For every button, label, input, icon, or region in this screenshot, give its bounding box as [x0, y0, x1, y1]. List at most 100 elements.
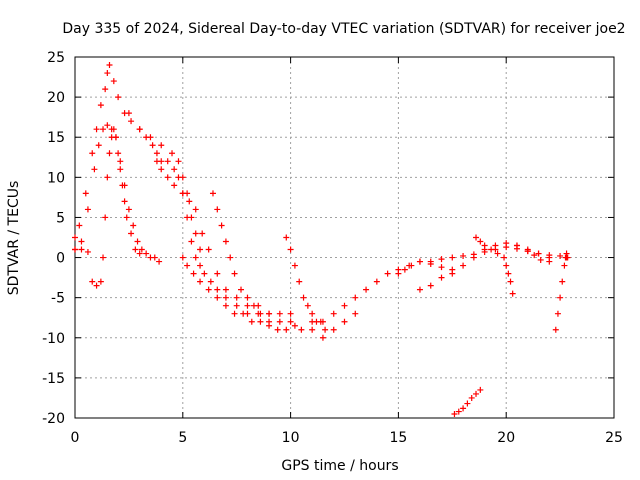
- data-point: [341, 318, 348, 325]
- data-point: [169, 150, 176, 157]
- data-point: [477, 238, 484, 245]
- data-point: [93, 282, 100, 289]
- data-point: [151, 254, 158, 261]
- data-point: [509, 290, 516, 297]
- series-arc2: [72, 122, 163, 265]
- data-point: [427, 260, 434, 267]
- data-point: [72, 234, 78, 241]
- data-point: [110, 78, 117, 85]
- data-point: [352, 310, 359, 317]
- data-point: [416, 258, 423, 265]
- data-point: [309, 310, 316, 317]
- series-arc6: [179, 254, 298, 333]
- data-point: [233, 294, 240, 301]
- data-point: [104, 70, 111, 77]
- chart-title: Day 335 of 2024, Sidereal Day-to-day VTE…: [62, 21, 625, 37]
- series-arc10: [395, 258, 456, 277]
- data-point: [222, 286, 229, 293]
- data-point: [373, 278, 380, 285]
- series-arc1: [72, 62, 359, 341]
- data-point: [401, 266, 408, 273]
- data-point: [104, 174, 111, 181]
- data-point: [503, 240, 510, 247]
- data-point: [123, 214, 130, 221]
- data-point: [322, 326, 329, 333]
- data-point: [192, 206, 199, 213]
- series-arc15: [513, 242, 553, 265]
- data-point: [464, 400, 471, 407]
- data-point: [416, 286, 423, 293]
- data-point: [91, 166, 98, 173]
- data-point: [93, 126, 100, 133]
- x-tick-label: 0: [71, 430, 80, 446]
- data-point: [164, 158, 171, 165]
- data-point: [537, 256, 544, 263]
- data-point: [287, 246, 294, 253]
- data-point: [171, 166, 178, 173]
- data-point: [330, 310, 337, 317]
- data-point: [102, 214, 109, 221]
- data-point: [535, 250, 542, 257]
- data-point: [136, 250, 143, 257]
- data-point: [408, 262, 415, 269]
- data-point: [438, 274, 445, 281]
- y-tick-label: 20: [47, 90, 65, 106]
- series-arc12: [473, 234, 516, 297]
- data-point: [97, 102, 104, 109]
- data-point: [513, 242, 520, 249]
- y-tick-label: -5: [51, 291, 65, 307]
- data-point: [473, 390, 480, 397]
- series-arc7: [209, 190, 273, 317]
- data-point: [186, 198, 193, 205]
- data-point: [564, 254, 571, 261]
- y-tick-label: -20: [42, 411, 65, 427]
- data-point: [119, 182, 126, 189]
- data-point: [250, 302, 257, 309]
- data-point: [468, 394, 475, 401]
- x-tick-label: 25: [605, 430, 623, 446]
- data-point: [102, 86, 109, 93]
- data-point: [209, 190, 216, 197]
- data-point: [494, 250, 501, 257]
- data-point: [427, 282, 434, 289]
- data-point: [309, 326, 316, 333]
- data-point: [214, 286, 221, 293]
- x-axis-label: GPS time / hours: [281, 458, 398, 474]
- data-points: [72, 62, 571, 417]
- data-point: [201, 270, 208, 277]
- data-point: [319, 334, 326, 341]
- data-point: [112, 134, 119, 141]
- data-point: [227, 254, 234, 261]
- data-point: [153, 150, 160, 157]
- data-point: [283, 326, 290, 333]
- data-point: [214, 294, 221, 301]
- data-point: [149, 142, 156, 149]
- y-tick-label: 5: [56, 210, 65, 226]
- data-point: [128, 230, 135, 237]
- data-point: [557, 294, 564, 301]
- data-point: [477, 386, 484, 393]
- data-point: [106, 150, 113, 157]
- data-point: [561, 262, 568, 269]
- data-point: [125, 206, 132, 213]
- data-point: [179, 190, 186, 197]
- data-point: [296, 278, 303, 285]
- data-point: [199, 230, 206, 237]
- data-point: [100, 254, 107, 261]
- data-point: [130, 222, 137, 229]
- data-point: [143, 250, 150, 257]
- data-point: [276, 318, 283, 325]
- data-point: [505, 270, 512, 277]
- data-point: [460, 252, 467, 259]
- data-point: [97, 278, 104, 285]
- data-point: [231, 270, 238, 277]
- grid: [75, 57, 614, 418]
- data-point: [563, 250, 570, 257]
- data-point: [557, 252, 564, 259]
- data-point: [115, 94, 122, 101]
- data-point: [76, 222, 83, 229]
- axis-ticks: 0 5 10 15 20 25 -20 -15 -10 -5 0 5 10 15 20 25: [42, 50, 623, 446]
- data-point: [503, 262, 510, 269]
- data-point: [134, 238, 141, 245]
- data-point: [449, 254, 456, 261]
